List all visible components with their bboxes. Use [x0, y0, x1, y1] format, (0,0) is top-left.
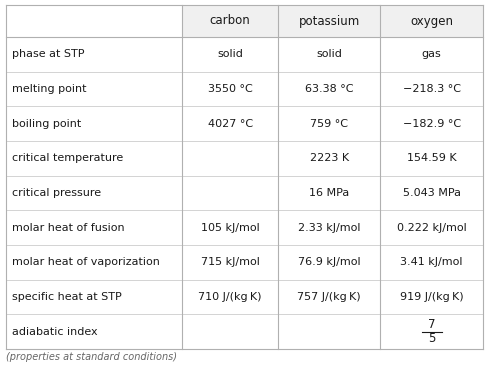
- Text: −218.3 °C: −218.3 °C: [402, 84, 460, 94]
- Text: 3.41 kJ/mol: 3.41 kJ/mol: [400, 257, 462, 267]
- Text: 0.222 kJ/mol: 0.222 kJ/mol: [396, 223, 466, 232]
- Text: 2.33 kJ/mol: 2.33 kJ/mol: [297, 223, 360, 232]
- Text: 154.59 K: 154.59 K: [406, 153, 456, 164]
- Text: 757 J/(kg K): 757 J/(kg K): [297, 292, 360, 302]
- Bar: [277, 5, 380, 37]
- Bar: [380, 5, 482, 37]
- Text: 3550 °C: 3550 °C: [207, 84, 252, 94]
- Text: −182.9 °C: −182.9 °C: [402, 118, 460, 129]
- Text: 715 kJ/mol: 715 kJ/mol: [201, 257, 259, 267]
- Text: molar heat of vaporization: molar heat of vaporization: [12, 257, 160, 267]
- Text: critical pressure: critical pressure: [12, 188, 101, 198]
- Text: phase at STP: phase at STP: [12, 50, 84, 59]
- Text: critical temperature: critical temperature: [12, 153, 123, 164]
- Text: oxygen: oxygen: [409, 15, 452, 27]
- Text: 7: 7: [427, 318, 435, 331]
- Text: molar heat of fusion: molar heat of fusion: [12, 223, 124, 232]
- Text: specific heat at STP: specific heat at STP: [12, 292, 122, 302]
- Text: 4027 °C: 4027 °C: [207, 118, 252, 129]
- Text: boiling point: boiling point: [12, 118, 81, 129]
- Text: 710 J/(kg K): 710 J/(kg K): [198, 292, 262, 302]
- Text: 16 MPa: 16 MPa: [308, 188, 348, 198]
- Text: (properties at standard conditions): (properties at standard conditions): [6, 352, 177, 362]
- Text: adiabatic index: adiabatic index: [12, 327, 98, 337]
- Text: 2223 K: 2223 K: [309, 153, 348, 164]
- Text: solid: solid: [217, 50, 243, 59]
- Text: 919 J/(kg K): 919 J/(kg K): [399, 292, 463, 302]
- Text: gas: gas: [421, 50, 441, 59]
- Text: 76.9 kJ/mol: 76.9 kJ/mol: [297, 257, 360, 267]
- Bar: [182, 5, 277, 37]
- Text: 105 kJ/mol: 105 kJ/mol: [201, 223, 259, 232]
- Text: melting point: melting point: [12, 84, 86, 94]
- Text: 5: 5: [427, 332, 434, 345]
- Text: solid: solid: [316, 50, 342, 59]
- Text: 759 °C: 759 °C: [309, 118, 347, 129]
- Text: potassium: potassium: [298, 15, 359, 27]
- Text: 63.38 °C: 63.38 °C: [305, 84, 353, 94]
- Text: carbon: carbon: [209, 15, 250, 27]
- Text: 5.043 MPa: 5.043 MPa: [402, 188, 460, 198]
